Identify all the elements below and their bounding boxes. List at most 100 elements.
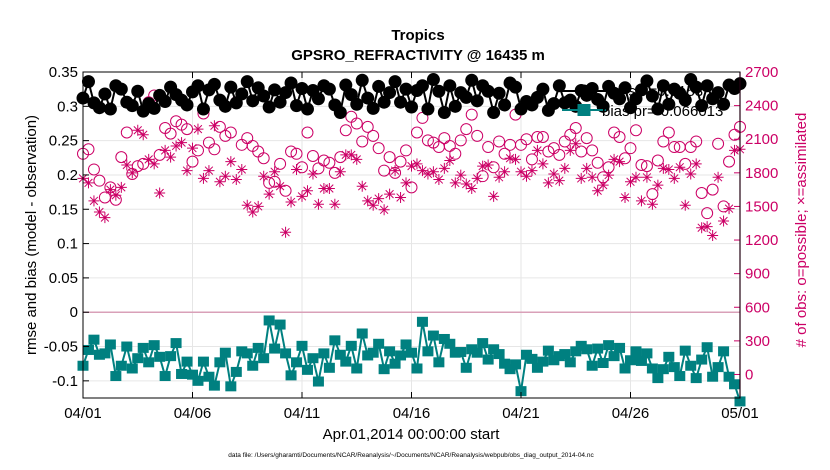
possible-obs-marker [93,174,106,187]
y-right-tick-label: 1800 [745,165,778,182]
y-left-tick-label: -0.1 [52,373,78,390]
possible-obs-marker [460,123,473,136]
assimilated-obs-marker [460,178,472,190]
bias-marker [170,338,182,349]
bias-marker [323,362,335,373]
rmse-marker [383,86,397,100]
assimilated-obs-marker [586,171,598,183]
y-left-tick-label: 0.05 [49,270,78,287]
y-right-tick-label: 2400 [745,98,778,115]
rmse-marker [711,86,725,100]
assimilated-obs-marker [685,168,697,180]
possible-obs-marker [580,132,593,145]
bias-marker [559,349,571,360]
bias-marker [258,353,270,364]
bias-marker [581,344,593,355]
bias-marker [674,371,686,382]
bias-marker [154,351,166,362]
rmse-marker [300,102,314,116]
bias-marker [165,351,177,362]
possible-obs-marker [410,126,423,139]
assimilated-obs-marker [449,177,461,189]
x-axis-label: Apr.01,2014 00:00:00 start [323,426,501,443]
assimilated-obs-marker [247,206,259,218]
possible-obs-marker [383,151,396,164]
bias-marker [597,357,609,368]
assimilated-obs-marker [312,198,324,210]
rmse-marker [240,75,254,89]
bias-marker [444,338,456,349]
possible-obs-marker [525,153,538,166]
possible-obs-marker [706,183,719,196]
rmse-marker [618,81,632,95]
assimilated-obs-marker [701,221,713,233]
rmse-marker [147,101,161,115]
legend: rmse =0.3153 bias pr=-0.066013 [562,83,723,120]
chart-subtitle: GPSRO_REFRACTIVITY @ 16435 m [291,47,545,64]
possible-obs-marker [356,135,369,148]
possible-obs-marker [87,163,100,176]
possible-obs-marker [454,134,467,147]
x-tick-label: 04/01 [64,405,102,422]
y-left-tick-label: 0.2 [57,167,78,184]
bias-marker [181,356,193,367]
bias-marker [208,380,220,391]
bias-marker [570,346,582,357]
bias-marker [367,347,379,358]
rmse-marker [103,102,117,116]
bias-marker [252,342,264,353]
legend-rmse-label: rmse =0.3153 [611,83,703,100]
possible-obs-marker [372,142,385,155]
rmse-marker [426,73,440,87]
assimilated-obs-marker [367,199,379,211]
bias-marker [679,345,691,356]
assimilated-obs-marker [99,212,111,224]
rmse-marker [399,82,413,96]
bias-marker [351,363,363,374]
bias-marker [307,353,319,364]
possible-obs-marker [657,135,670,148]
assimilated-obs-marker [564,144,576,156]
assimilated-obs-marker [384,188,396,200]
rmse-marker [498,98,512,112]
assimilated-obs-marker [351,153,363,165]
y-left-tick-label: -0.05 [44,339,78,356]
rmse-marker [405,100,418,114]
bias-marker [230,366,242,377]
plot-frame [82,71,741,399]
bias-marker [219,347,231,358]
assimilated-obs-marker [482,159,494,171]
rmse-marker [295,81,309,95]
x-tick-label: 04/26 [612,405,650,422]
rmse-marker [322,82,336,96]
rmse-marker [656,79,670,93]
rmse-marker [678,93,692,107]
assimilated-obs-marker [488,190,500,202]
rmse-marker [465,73,479,87]
possible-obs-marker [120,126,133,139]
assimilated-obs-marker [690,158,702,170]
rmse-marker [333,105,347,119]
possible-obs-marker [394,155,407,168]
bias-marker [619,363,631,374]
bias-marker [608,351,620,362]
assimilated-obs-marker [416,165,428,177]
bias-marker [395,350,407,361]
y-left-tick-label: 0 [70,304,78,321]
assimilated-obs-marker [323,183,335,195]
assimilated-obs-marker [657,162,669,174]
bias-marker [82,344,94,355]
assimilated-obs-marker [296,190,308,202]
bias-marker [329,335,341,346]
bias-marker [482,354,494,365]
possible-obs-marker [482,141,495,154]
bias-marker [148,340,160,351]
assimilated-obs-marker [88,195,100,207]
rmse-marker [700,79,714,93]
assimilated-obs-marker [258,170,270,182]
bias-marker [285,370,297,381]
assimilated-obs-marker [307,168,319,180]
assimilated-obs-marker [154,187,166,199]
possible-obs-marker [400,144,413,157]
possible-obs-marker [695,186,708,199]
